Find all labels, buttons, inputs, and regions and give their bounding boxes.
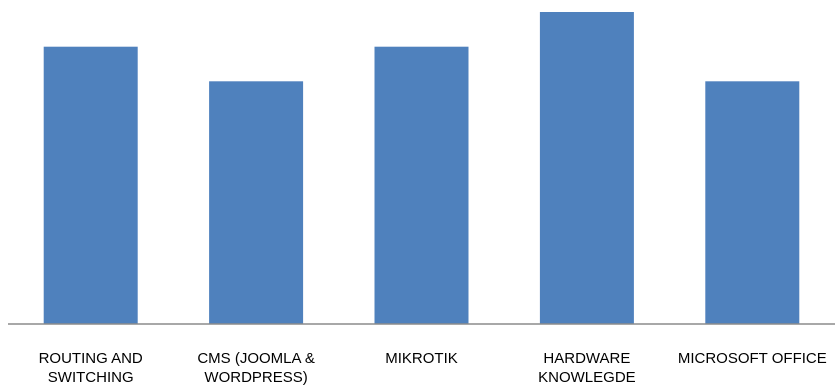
x-tick-label-line: HARDWARE	[543, 350, 630, 367]
x-tick-label-4: MICROSOFT OFFICE	[678, 350, 827, 367]
x-tick-label-1: CMS (JOOMLA & WORDPRESS)	[197, 350, 315, 386]
x-tick-label-line: KNOWLEGDE	[538, 369, 636, 386]
x-tick-label-line: SWITCHING	[48, 369, 134, 386]
x-tick-label-line: MICROSOFT OFFICE	[678, 350, 827, 367]
bars-group	[43, 12, 800, 324]
x-tick-label-line: MIKROTIK	[385, 350, 458, 367]
x-tick-label-line: WORDPRESS)	[204, 369, 307, 386]
bar-3	[539, 12, 634, 324]
x-tick-label-line: ROUTING AND	[39, 350, 143, 367]
bar-4	[705, 81, 800, 324]
bar-1	[209, 81, 304, 324]
x-tick-label-line: CMS (JOOMLA &	[197, 350, 315, 367]
x-tick-label-0: ROUTING AND SWITCHING	[39, 350, 143, 386]
bar-2	[374, 46, 469, 324]
bar-0	[43, 46, 138, 324]
x-tick-label-2: MIKROTIK	[385, 350, 458, 367]
category-labels-group: ROUTING AND SWITCHING CMS (JOOMLA & WORDPRE…	[39, 350, 827, 386]
x-tick-label-3: HARDWARE KNOWLEGDE	[538, 350, 636, 386]
